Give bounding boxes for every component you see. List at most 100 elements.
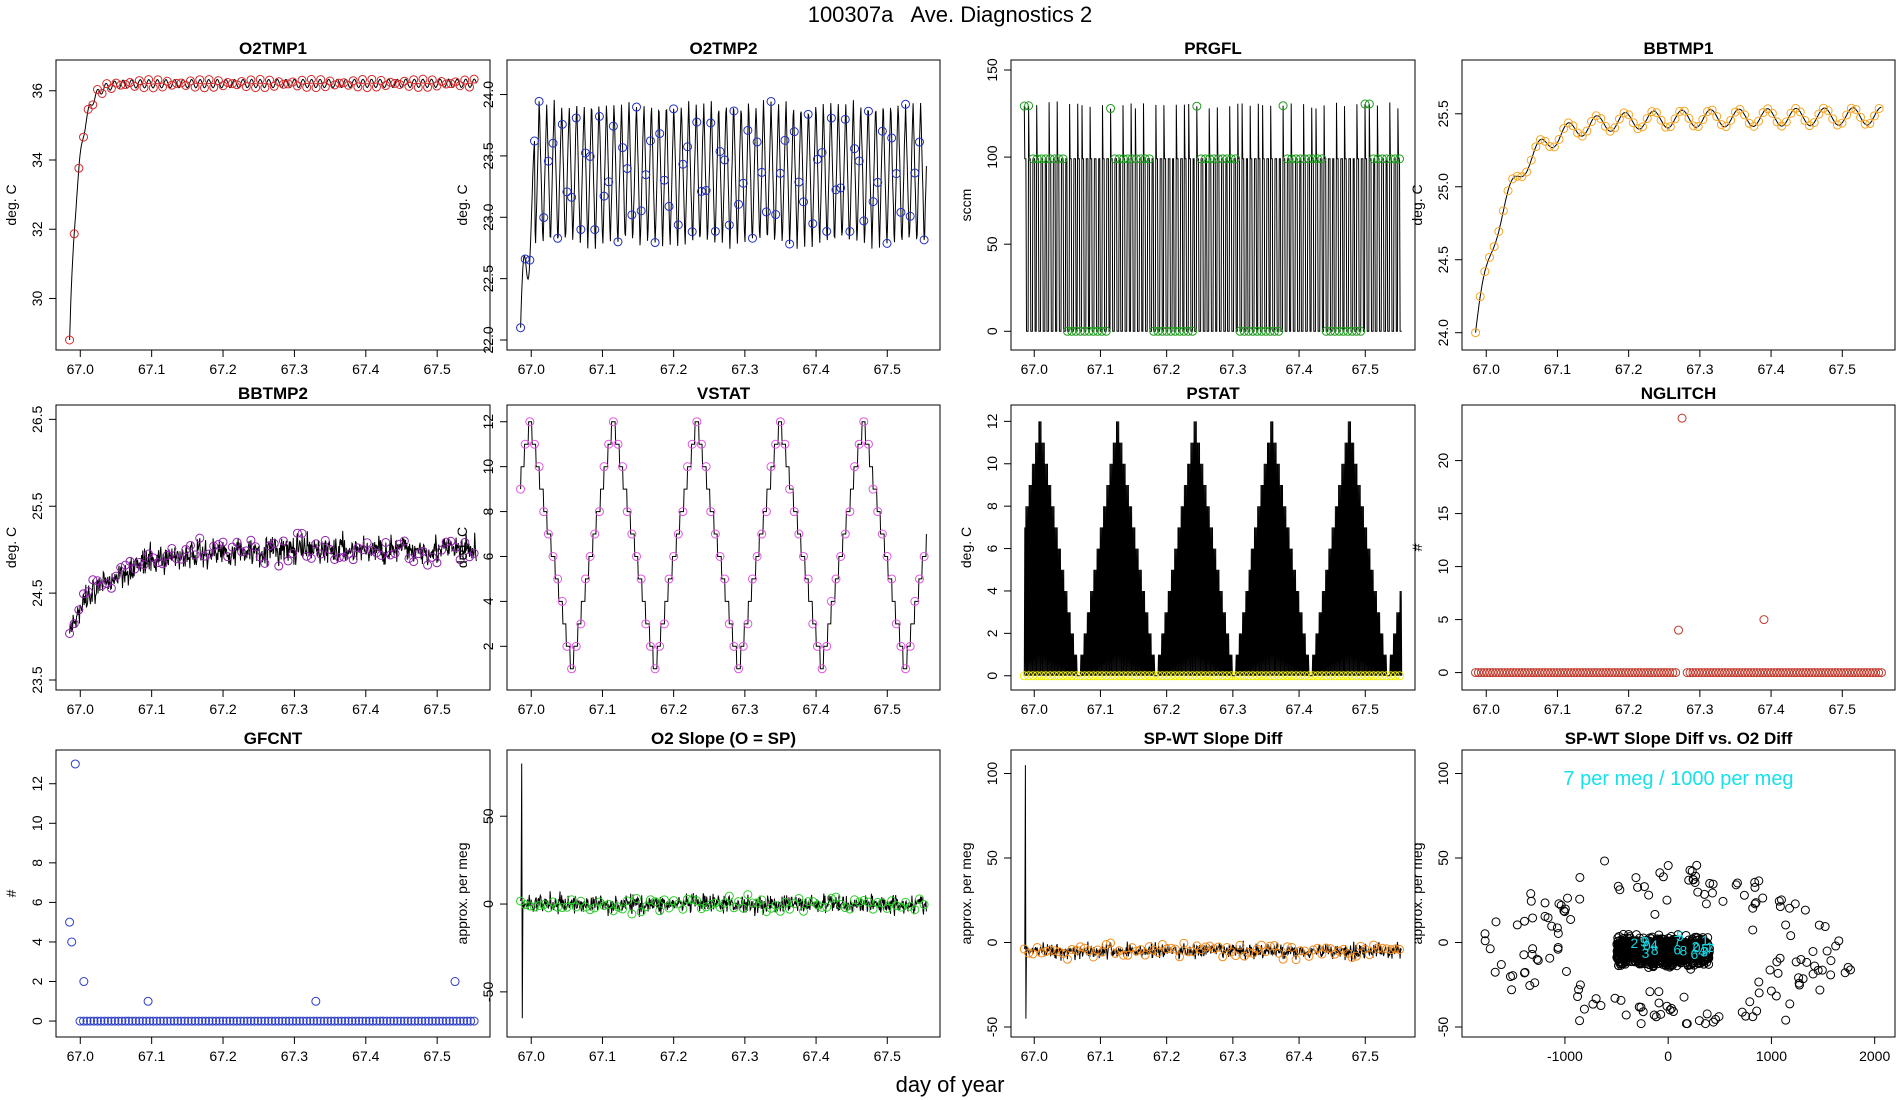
data-point bbox=[1575, 980, 1585, 990]
data-point bbox=[1703, 933, 1713, 943]
data-point bbox=[1750, 899, 1760, 909]
plot-frame bbox=[1461, 59, 1896, 351]
data-point bbox=[1740, 668, 1750, 678]
data-point bbox=[1708, 668, 1718, 678]
data-point bbox=[701, 186, 711, 196]
data-point bbox=[274, 77, 284, 87]
data-point bbox=[1794, 973, 1804, 983]
data-point bbox=[1196, 154, 1206, 164]
y-tick-label: 20 bbox=[1435, 453, 1451, 469]
data-point bbox=[789, 127, 799, 137]
data-point bbox=[863, 106, 873, 116]
panel-nglitch: NGLITCH #67.0 67.1 67.2 67.3 67.4 67.5 0 5 10 15 20 bbox=[1409, 384, 1896, 717]
data-point bbox=[1744, 118, 1754, 128]
y-tick-label: 25.0 bbox=[1435, 173, 1451, 200]
data-point bbox=[919, 551, 929, 561]
x-tick-label: 67.2 bbox=[660, 361, 687, 377]
data-point bbox=[1856, 668, 1866, 678]
data-point bbox=[1317, 671, 1327, 681]
data-point bbox=[1662, 895, 1672, 905]
data-point bbox=[599, 901, 609, 911]
data-point bbox=[548, 138, 558, 148]
data-point bbox=[88, 100, 98, 110]
y-tick-label: 50 bbox=[984, 850, 1000, 866]
data-point bbox=[427, 552, 437, 562]
data-point bbox=[1876, 668, 1886, 678]
data-point bbox=[1700, 668, 1710, 678]
x-tick-label: 67.1 bbox=[1087, 361, 1114, 377]
data-point bbox=[1519, 968, 1529, 978]
data-point bbox=[1765, 965, 1775, 975]
data-point bbox=[130, 564, 140, 574]
data-point bbox=[557, 596, 567, 606]
data-point bbox=[613, 237, 623, 247]
data-point bbox=[169, 1016, 179, 1026]
data-point bbox=[1624, 110, 1634, 120]
data-point bbox=[1291, 955, 1301, 965]
data-point bbox=[1665, 122, 1675, 132]
data-point bbox=[1482, 668, 1492, 678]
data-point bbox=[1485, 944, 1495, 954]
data-point bbox=[859, 895, 869, 905]
data-point bbox=[1024, 671, 1034, 681]
data-point bbox=[673, 899, 683, 909]
data-point bbox=[269, 539, 279, 549]
data-point bbox=[1726, 668, 1736, 678]
data-point bbox=[265, 541, 275, 551]
data-point bbox=[1790, 899, 1800, 909]
data-point bbox=[1650, 668, 1660, 678]
data-point bbox=[1670, 114, 1680, 124]
data-point bbox=[1791, 957, 1801, 967]
data-point bbox=[678, 507, 688, 517]
data-point bbox=[1543, 668, 1553, 678]
data-point bbox=[1620, 950, 1630, 960]
data-point bbox=[1754, 988, 1764, 998]
data-point bbox=[441, 79, 451, 89]
data-point bbox=[854, 897, 864, 907]
data-point bbox=[1688, 668, 1698, 678]
data-point bbox=[1534, 668, 1544, 678]
data-point bbox=[618, 904, 628, 914]
y-tick-label: 25.5 bbox=[1435, 100, 1451, 127]
data-point bbox=[1649, 1010, 1659, 1020]
data-point bbox=[1304, 951, 1314, 961]
data-point bbox=[1702, 107, 1712, 117]
data-point bbox=[353, 543, 363, 553]
data-point bbox=[390, 548, 400, 558]
data-point bbox=[826, 113, 836, 123]
data-point bbox=[1166, 326, 1176, 336]
x-tick-label: 67.3 bbox=[281, 361, 308, 377]
data-point bbox=[1869, 111, 1879, 121]
data-point bbox=[1471, 328, 1481, 338]
data-point bbox=[1846, 103, 1856, 113]
data-point bbox=[1321, 943, 1331, 953]
data-point bbox=[1670, 946, 1680, 956]
x-tick-label: 2000 bbox=[1859, 1048, 1890, 1064]
data-point bbox=[1667, 1003, 1677, 1013]
data-point bbox=[1775, 902, 1785, 912]
data-point bbox=[413, 549, 423, 559]
data-point bbox=[1807, 668, 1817, 678]
data-point bbox=[840, 114, 850, 124]
data-point bbox=[464, 552, 474, 562]
data-point bbox=[1473, 668, 1483, 678]
data-point bbox=[1737, 1007, 1747, 1017]
data-point bbox=[1647, 950, 1657, 960]
data-point bbox=[288, 548, 298, 558]
data-point bbox=[260, 1016, 270, 1026]
data-point bbox=[1831, 941, 1841, 951]
data-point bbox=[1639, 668, 1649, 678]
data-point bbox=[877, 529, 887, 539]
y-tick-label: 0 bbox=[984, 938, 1000, 946]
y-tick-label: 150 bbox=[984, 58, 1000, 82]
data-point bbox=[1390, 944, 1400, 954]
data-point bbox=[1205, 671, 1215, 681]
data-point bbox=[873, 507, 883, 517]
data-point bbox=[850, 462, 860, 472]
data-point bbox=[1781, 920, 1791, 930]
data-point bbox=[826, 893, 836, 903]
data-point bbox=[1754, 876, 1764, 886]
data-point bbox=[1032, 943, 1042, 953]
data-point bbox=[1656, 1009, 1666, 1019]
panel-title: SP-WT Slope Diff bbox=[1144, 729, 1283, 748]
